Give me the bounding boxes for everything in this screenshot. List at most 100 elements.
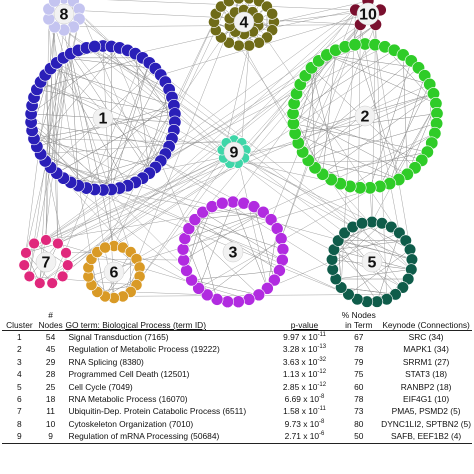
network-edge [45, 1, 55, 241]
p-value-mantissa: 9.73 x 10 [284, 418, 320, 429]
network-edge [160, 160, 333, 270]
network-edge [97, 252, 106, 297]
network-edge [45, 206, 255, 241]
node-cluster-3 [274, 232, 288, 245]
node-cluster-3 [200, 288, 214, 302]
node-cluster-3 [268, 273, 281, 287]
network-edge [241, 45, 250, 143]
cell-percent-nodes: 75 [354, 369, 364, 380]
network-edge [191, 270, 280, 281]
network-edge [102, 62, 150, 191]
network-edge [102, 45, 176, 114]
node-cluster-7 [60, 247, 72, 259]
cluster-label-9: 9 [223, 141, 245, 163]
header-go-term: GO term: Biological Process (term ID) [64, 310, 272, 331]
network-edge [348, 249, 411, 295]
node-cluster-3 [176, 242, 190, 256]
cell-nodes: 10 [45, 418, 56, 429]
p-value-mantissa: 6.69 x 10 [284, 394, 320, 405]
p-value-mantissa: 1.13 x 10 [282, 369, 318, 380]
p-value-exponent: -32 [317, 357, 327, 364]
network-edge [33, 138, 156, 168]
table-row: 3 29 RNA Splicing (8380) 3.63 x 10-32 79 SRRM… [2, 356, 472, 368]
p-value-mantissa: 3.63 x 10 [282, 356, 318, 367]
p-value-mantissa: 3.28 x 10 [282, 344, 318, 355]
cell-nodes: 45 [45, 344, 56, 355]
cell-cluster: 8 [17, 418, 22, 429]
network-edge [25, 157, 224, 254]
table-row: 6 18 RNA Metabolic Process (16070) 6.69 x 1… [2, 393, 472, 405]
cell-nodes: 25 [45, 381, 56, 392]
cell-go-term: Programmed Cell Death (12501) [68, 369, 190, 380]
cell-nodes: 11 [46, 406, 55, 417]
network-edge [302, 60, 412, 153]
cluster-label-badge [35, 251, 57, 273]
network-edge [160, 9, 381, 76]
network-edge [292, 113, 408, 175]
network-edge [308, 123, 437, 161]
node-cluster-3 [221, 295, 234, 308]
network-edge [56, 62, 353, 228]
p-value-exponent: -8 [319, 394, 325, 401]
cell-p-value: 3.63 x 10-32 [272, 356, 338, 368]
cluster-label-badge [356, 2, 380, 26]
network-edge [194, 219, 284, 250]
cluster-number: 6 [110, 265, 119, 282]
cluster-label-badge [361, 251, 383, 273]
network-edge [25, 9, 356, 254]
cell-p-value: 2.85 x 10-12 [272, 381, 338, 393]
network-diagram: 1 2 3 4 5 6 7 8 9 10 [18, 0, 444, 308]
cell-percent-nodes: 60 [354, 381, 364, 392]
network-edge [292, 50, 395, 114]
network-edge [40, 81, 239, 164]
network-edge [202, 211, 283, 261]
cell-keynode: DYNC1LI2, SPTBN2 (5) [381, 418, 471, 429]
cell-go-term: RNA Metabolic Process (16070) [68, 394, 188, 405]
cell-go-term: Cell Cycle (7049) [68, 381, 133, 392]
network-edge [122, 25, 231, 297]
node-cluster-7 [52, 237, 64, 250]
network-edge [45, 9, 50, 241]
cell-go-term: Ubiquitin-Dep. Protein Catabolic Process… [68, 406, 247, 417]
node-cluster-3 [192, 281, 205, 295]
network-edge [36, 89, 175, 115]
network-edge [198, 201, 234, 289]
network-edge [48, 8, 361, 25]
table-row: 2 45 Regulation of Metabolic Process (1922… [2, 343, 472, 355]
node-cluster-7 [34, 277, 46, 289]
node-cluster-4 [252, 12, 265, 25]
network-edge [48, 9, 59, 244]
cell-cluster: 3 [17, 356, 22, 367]
node-cluster-7 [62, 259, 74, 271]
cluster-number: 8 [60, 7, 69, 24]
network-edge [30, 47, 120, 115]
cell-percent-nodes: 78 [354, 344, 364, 355]
node-cluster-5 [355, 217, 369, 230]
network-edge [65, 0, 224, 159]
node-cluster-4 [266, 7, 279, 20]
cell-p-value: 9.97 x 10-11 [272, 331, 338, 344]
network-edge [44, 74, 51, 168]
network-edge [56, 62, 128, 186]
header-nodes: # Nodes [36, 310, 65, 331]
network-edge [302, 60, 319, 153]
network-edge [30, 121, 112, 190]
cell-cluster: 9 [2, 430, 37, 444]
cell-go-term: Regulation of Metabolic Process (19222) [68, 344, 220, 355]
cell-nodes: 54 [45, 332, 56, 342]
cell-go-term: RNA Splicing (8380) [68, 356, 144, 367]
network-edge [326, 54, 430, 85]
network-edge [191, 279, 259, 296]
table-row: 9 9 Regulation of mRNA Processing (50684) 2… [2, 430, 472, 444]
cell-cluster: 7 [17, 406, 22, 417]
network-edge [70, 53, 115, 247]
network-edge [194, 211, 264, 220]
node-cluster-3 [264, 213, 278, 226]
cell-percent-nodes: 79 [354, 356, 364, 367]
cell-keynode: SRC (34) [408, 332, 444, 342]
network-edge [160, 160, 403, 288]
node-cluster-4 [232, 39, 245, 52]
cell-percent-nodes: 78 [354, 394, 364, 405]
network-edge [70, 53, 79, 186]
network-edge [326, 54, 419, 69]
